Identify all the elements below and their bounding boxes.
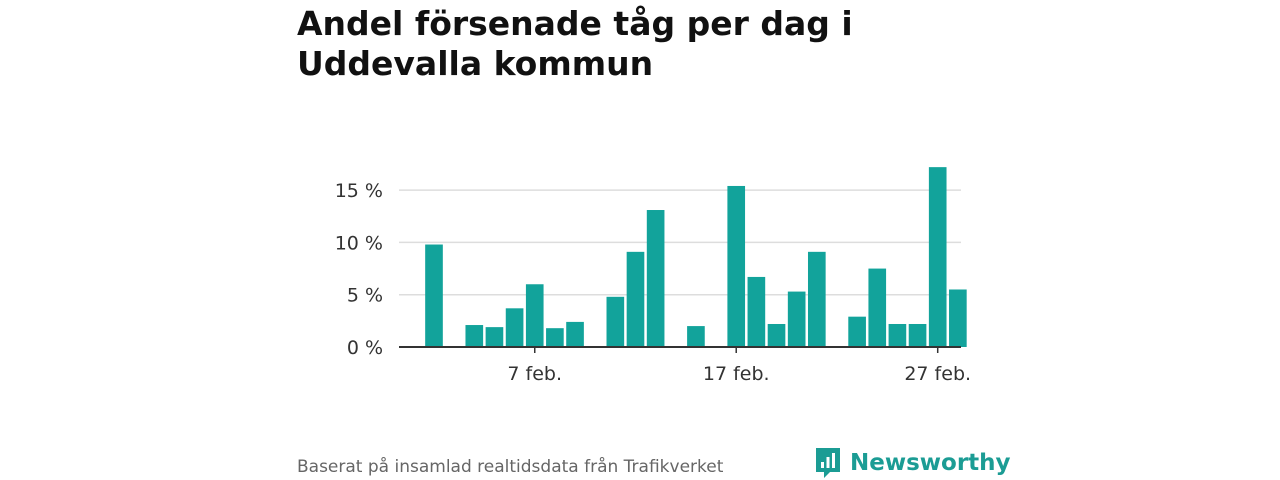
bar [868, 268, 887, 347]
y-tick-label: 5 % [347, 285, 383, 307]
bar [505, 308, 524, 347]
bar [848, 316, 866, 347]
y-tick-label: 0 % [347, 337, 383, 359]
bar [949, 289, 967, 347]
bar [646, 210, 665, 347]
bar [465, 325, 484, 347]
bar [747, 276, 766, 347]
chart-title: Andel försenade tåg per dag i Uddevalla … [297, 4, 853, 83]
bar [566, 321, 584, 347]
bar [807, 251, 826, 347]
x-tick-label: 7 feb. [507, 363, 562, 385]
x-tick-label: 27 feb. [904, 363, 971, 385]
y-tick-label: 10 % [335, 232, 383, 254]
newsworthy-logo-icon [816, 448, 840, 478]
axes: 0 % 5 % 10 % 15 % 7 feb. 17 feb. 27 feb. [335, 180, 971, 385]
bar [546, 328, 564, 347]
bar [767, 323, 786, 347]
gridlines [399, 189, 961, 296]
bar [626, 251, 645, 347]
brand-logo: Newsworthy [814, 446, 1011, 480]
bar [928, 167, 947, 347]
bar [606, 296, 625, 347]
bars [425, 167, 967, 347]
bar [525, 284, 544, 347]
bar [908, 323, 927, 347]
bar [485, 327, 504, 347]
bar [787, 291, 806, 347]
bar [888, 323, 907, 347]
bar [425, 244, 443, 347]
x-tick-label: 17 feb. [703, 363, 770, 385]
source-note: Baserat på insamlad realtidsdata från Tr… [297, 457, 724, 477]
brand-name: Newsworthy [850, 450, 1011, 476]
bar [687, 326, 705, 347]
bar [727, 185, 746, 347]
y-tick-label: 15 % [335, 180, 383, 202]
